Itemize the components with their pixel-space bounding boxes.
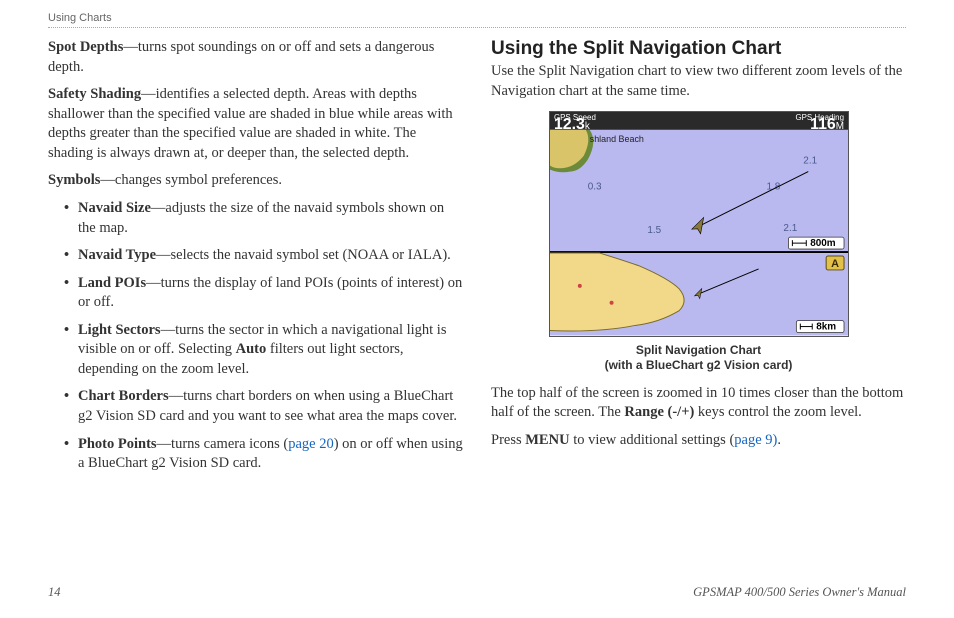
svg-text:A: A <box>831 258 839 270</box>
distance-pill-bottom: 8km <box>796 321 844 333</box>
list-item: Navaid Size—adjusts the size of the nava… <box>64 199 463 238</box>
term-light-sectors: Light Sectors <box>78 322 161 338</box>
list-item: Photo Points—turns camera icons (page 20… <box>64 435 463 474</box>
heading-split-nav-chart: Using the Split Navigation Chart <box>491 38 906 60</box>
caption-line-1: Split Navigation Chart <box>636 343 761 357</box>
depth-reading: 1.5 <box>647 225 661 236</box>
bold-auto: Auto <box>236 341 267 357</box>
term-navaid-type: Navaid Type <box>78 247 156 263</box>
depth-reading: 2.1 <box>783 223 797 234</box>
para-symbols: Symbols—changes symbol preferences. <box>48 171 463 191</box>
link-page-20[interactable]: page 20 <box>288 436 334 452</box>
para-intro: Use the Split Navigation chart to view t… <box>491 62 906 101</box>
two-column-layout: Spot Depths—turns spot soundings on or o… <box>48 38 906 482</box>
term-symbols: Symbols <box>48 172 100 188</box>
text: to view additional settings ( <box>570 432 735 448</box>
figure-caption: Split Navigation Chart (with a BlueChart… <box>549 343 849 374</box>
caption-line-2: (with a BlueChart g2 Vision card) <box>605 358 793 372</box>
town-marker <box>577 284 581 288</box>
para-safety-shading: Safety Shading—identifies a selected dep… <box>48 85 463 163</box>
depth-reading: 1.8 <box>766 182 780 193</box>
distance-pill-top: 800m <box>788 237 844 249</box>
term-navaid-size: Navaid Size <box>78 200 151 216</box>
term-spot-depths: Spot Depths <box>48 39 123 55</box>
page-number: 14 <box>48 585 61 600</box>
place-label: shland Beach <box>589 134 643 144</box>
right-column: Using the Split Navigation Chart Use the… <box>491 38 906 482</box>
manual-title: GPSMAP 400/500 Series Owner's Manual <box>693 585 906 600</box>
figure-split-nav: GPS Speed 12.3k GPS Heading 116M shland … <box>549 111 849 374</box>
list-item: Light Sectors—turns the sector in which … <box>64 321 463 380</box>
list-item: Chart Borders—turns chart borders on whe… <box>64 387 463 426</box>
list-item: Land POIs—turns the display of land POIs… <box>64 274 463 313</box>
text: keys control the zoom level. <box>694 404 862 420</box>
text: —turns camera icons ( <box>157 436 289 452</box>
depth-reading: 2.1 <box>803 156 817 167</box>
term-land-pois: Land POIs <box>78 275 146 291</box>
split-nav-chart-svg: GPS Speed 12.3k GPS Heading 116M shland … <box>549 111 849 337</box>
town-marker <box>609 301 613 305</box>
page-footer: 14 GPSMAP 400/500 Series Owner's Manual <box>48 585 906 600</box>
term-chart-borders: Chart Borders <box>78 388 169 404</box>
term-safety-shading: Safety Shading <box>48 86 141 102</box>
para-press-menu: Press MENU to view additional settings (… <box>491 431 906 451</box>
depth-reading: 0.3 <box>587 182 601 193</box>
text: Press <box>491 432 525 448</box>
header-rule <box>48 27 906 28</box>
term-photo-points: Photo Points <box>78 436 157 452</box>
list-item: Navaid Type—selects the navaid symbol se… <box>64 246 463 266</box>
link-page-9[interactable]: page 9) <box>734 432 777 448</box>
header-section-label: Using Charts <box>48 12 906 27</box>
para-spot-depths: Spot Depths—turns spot soundings on or o… <box>48 38 463 77</box>
text: . <box>777 432 781 448</box>
symbols-bullet-list: Navaid Size—adjusts the size of the nava… <box>48 199 463 474</box>
marker-a-icon: A <box>826 256 844 270</box>
bold-range: Range (-/+) <box>624 404 694 420</box>
para-zoom-explain: The top half of the screen is zoomed in … <box>491 384 906 423</box>
distance-top-text: 800m <box>810 238 836 249</box>
bold-menu: MENU <box>525 432 569 448</box>
text: —changes symbol preferences. <box>100 172 282 188</box>
left-column: Spot Depths—turns spot soundings on or o… <box>48 38 463 482</box>
distance-bottom-text: 8km <box>816 322 836 333</box>
text: —selects the navaid symbol set (NOAA or … <box>156 247 451 263</box>
